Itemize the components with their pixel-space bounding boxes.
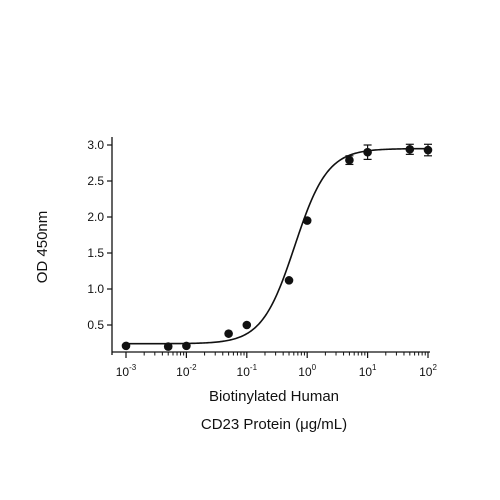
data-point (363, 147, 372, 157)
data-point (224, 329, 233, 338)
x-tick-label: 101 (359, 363, 377, 379)
x-axis-title-line-1: Biotinylated Human (209, 388, 339, 405)
y-tick-label: 2.0 (87, 210, 104, 224)
data-point (405, 145, 415, 154)
data-point (302, 216, 312, 225)
x-tick-label: 102 (419, 363, 437, 379)
x-tick-label: 10-1 (237, 363, 258, 379)
y-tick-label: 1.0 (87, 282, 104, 296)
y-tick-label: 0.5 (87, 318, 104, 332)
data-point (423, 145, 433, 155)
y-axis-title: OD 450nm (34, 211, 51, 284)
data-point (345, 155, 354, 165)
x-axis-title-line-2: CD23 Protein (μg/mL) (201, 416, 347, 433)
x-tick-label: 100 (298, 363, 316, 379)
data-point (242, 320, 252, 330)
data-point (182, 341, 191, 351)
x-tick-label: 10-3 (116, 363, 137, 379)
fit-curve (126, 147, 428, 345)
y-tick-label: 2.5 (87, 174, 104, 188)
data-points-layer (121, 143, 433, 351)
data-point (163, 342, 173, 351)
y-tick-label: 3.0 (87, 138, 104, 152)
axis-titles: OD 450nm Biotinylated Human CD23 Protein… (34, 211, 347, 433)
axes: 0.5 1.0 1.5 2.0 2.5 3.0 10-3 10-2 10-1 100 101 102 (87, 137, 437, 379)
data-point (284, 276, 294, 285)
fit-curve-layer (126, 147, 428, 345)
x-tick-label: 10-2 (176, 363, 197, 379)
y-tick-label: 1.5 (87, 246, 104, 260)
data-point (121, 341, 131, 351)
